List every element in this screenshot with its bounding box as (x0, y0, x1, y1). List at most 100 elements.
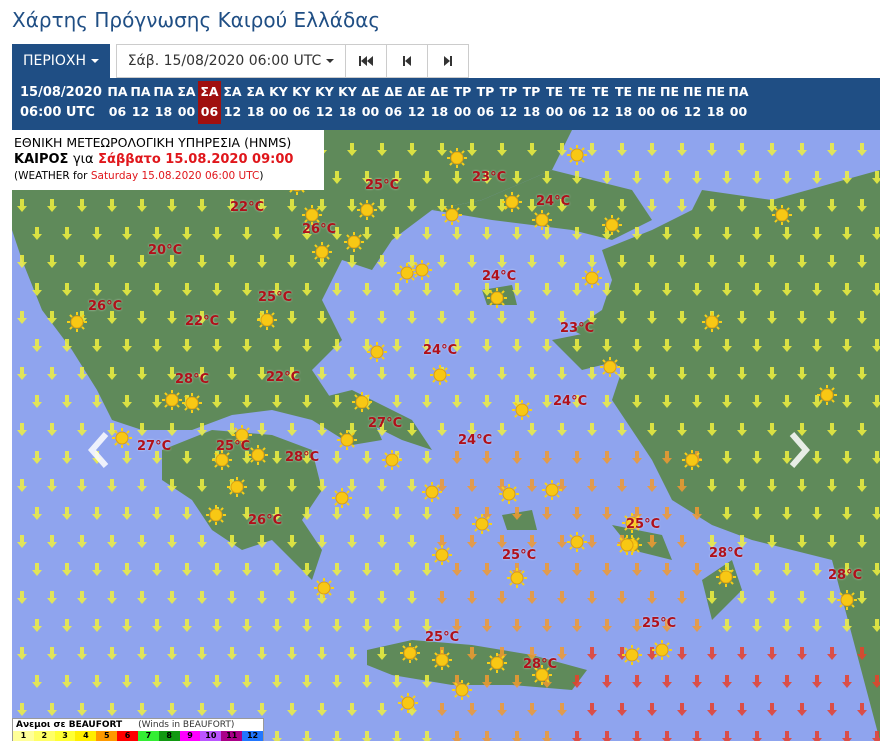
wind-arrow-icon (62, 283, 72, 296)
wind-arrow-icon (377, 143, 387, 156)
sun-icon (582, 268, 602, 288)
time-slot[interactable]: ΠΑ 12 (129, 81, 152, 124)
wind-arrow-icon (752, 395, 762, 408)
wind-arrow-icon (632, 339, 642, 352)
wind-arrow-icon (572, 227, 582, 240)
wind-arrow-icon (797, 199, 807, 212)
wind-arrow-icon (242, 395, 252, 408)
time-slot[interactable]: ΚΥ 06 (290, 81, 313, 124)
wind-arrow-icon (332, 619, 342, 632)
wind-arrow-icon (107, 647, 117, 660)
first-button[interactable] (345, 44, 387, 78)
sun-icon (382, 450, 402, 470)
time-slot[interactable]: ΤΡ 00 (451, 81, 474, 124)
wind-arrow-icon (782, 451, 792, 464)
time-slot[interactable]: ΣΑ 06 (198, 81, 221, 124)
wind-arrow-icon (557, 367, 567, 380)
wind-arrow-icon (92, 675, 102, 688)
time-slot[interactable]: ΠΕ 06 (658, 81, 681, 124)
time-slot[interactable]: ΔΕ 18 (428, 81, 451, 124)
wind-arrow-icon (32, 507, 42, 520)
wind-arrow-icon (392, 339, 402, 352)
time-slot[interactable]: ΤΕ 06 (566, 81, 589, 124)
time-slot[interactable]: ΤΡ 18 (520, 81, 543, 124)
wind-arrow-icon (527, 703, 537, 716)
time-slot[interactable]: ΤΕ 12 (589, 81, 612, 124)
time-slot[interactable]: ΠΑ 06 (106, 81, 129, 124)
time-slot[interactable]: ΠΕ 00 (635, 81, 658, 124)
slot-day: ΚΥ (269, 84, 288, 99)
time-slot[interactable]: ΠΕ 12 (681, 81, 704, 124)
time-slot[interactable]: ΤΡ 12 (497, 81, 520, 124)
slot-hour: 00 (361, 104, 380, 119)
wind-arrow-icon (527, 143, 537, 156)
wind-arrow-icon (857, 311, 867, 324)
wind-arrow-icon (452, 395, 462, 408)
wind-arrow-icon (152, 395, 162, 408)
slot-hour: 06 (200, 104, 219, 119)
temperature-label: 28°C (175, 372, 210, 387)
wind-arrow-icon (722, 171, 732, 184)
wind-arrow-icon (407, 199, 417, 212)
time-slot[interactable]: ΠΑ 00 (727, 81, 750, 124)
slot-day: ΤΡ (522, 84, 541, 99)
weather-symbols (67, 145, 857, 713)
datetime-dropdown[interactable]: Σάβ. 15/08/2020 06:00 UTC (116, 44, 346, 78)
wind-arrow-icon (632, 451, 642, 464)
time-slot[interactable]: ΚΥ 00 (267, 81, 290, 124)
wind-arrow-icon (557, 255, 567, 268)
wind-arrow-icon (737, 423, 747, 436)
time-slot[interactable]: ΠΕ 18 (704, 81, 727, 124)
wind-arrow-icon (782, 283, 792, 296)
slot-day: ΤΡ (499, 84, 518, 99)
wind-arrow-icon (17, 647, 27, 660)
wind-arrow-icon (422, 451, 432, 464)
prev-button[interactable] (386, 44, 428, 78)
wind-arrow-icon (212, 395, 222, 408)
temperature-label: 20°C (148, 243, 183, 258)
wind-arrow-icon (797, 479, 807, 492)
time-slot[interactable]: ΣΑ 18 (244, 81, 267, 124)
weather-map[interactable]: ΕΘΝΙΚΗ ΜΕΤΕΩΡΟΛΟΓΙΚΗ ΥΠΗΡΕΣΙΑ (HNMS) ΚΑΙ… (12, 130, 880, 741)
time-slot[interactable]: ΔΕ 00 (359, 81, 382, 124)
wind-arrow-icon (497, 367, 507, 380)
wind-arrow-icon (62, 619, 72, 632)
time-slot[interactable]: ΚΥ 18 (336, 81, 359, 124)
beaufort-level: 7 (137, 731, 159, 741)
time-slot[interactable]: ΚΥ 12 (313, 81, 336, 124)
wind-arrow-icon (422, 675, 432, 688)
beaufort-level: 6 (117, 731, 138, 741)
wind-arrow-icon (122, 283, 132, 296)
sun-icon (67, 312, 87, 332)
wind-arrow-icon (452, 563, 462, 576)
time-slot[interactable]: ΣΑ 12 (221, 81, 244, 124)
wind-arrow-icon (872, 339, 880, 352)
region-dropdown[interactable]: ΠΕΡΙΟΧΗ (12, 44, 110, 78)
wind-arrow-icon (662, 675, 672, 688)
wind-arrow-icon (302, 395, 312, 408)
time-slot[interactable]: ΤΡ 06 (474, 81, 497, 124)
time-slot[interactable]: ΠΑ 18 (152, 81, 175, 124)
next-button[interactable] (427, 44, 469, 78)
wind-arrow-icon (722, 675, 732, 688)
time-slot[interactable]: ΤΕ 00 (543, 81, 566, 124)
wind-arrow-icon (797, 535, 807, 548)
wind-arrow-icon (77, 535, 87, 548)
time-slot[interactable]: ΤΕ 18 (612, 81, 635, 124)
time-slot[interactable]: ΔΕ 06 (382, 81, 405, 124)
time-slot[interactable]: ΔΕ 12 (405, 81, 428, 124)
time-slot[interactable]: ΣΑ 00 (175, 81, 198, 124)
wind-arrow-icon (77, 647, 87, 660)
slot-day: ΤΕ (614, 84, 633, 99)
wind-arrow-icon (332, 171, 342, 184)
temperature-label: 26°C (302, 222, 337, 237)
temperature-label: 27°C (368, 416, 403, 431)
wind-arrow-icon (242, 227, 252, 240)
sun-icon (337, 430, 357, 450)
wind-arrow-icon (497, 535, 507, 548)
slot-day: ΤΡ (476, 84, 495, 99)
wind-arrow-icon (347, 591, 357, 604)
wind-arrow-icon (857, 479, 867, 492)
wind-arrow-icon (557, 143, 567, 156)
wind-arrow-icon (542, 675, 552, 688)
